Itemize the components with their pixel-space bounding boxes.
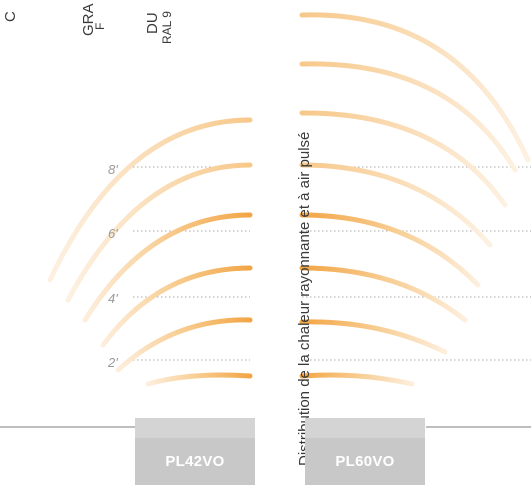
right-arc-1 [299,372,415,387]
right-arc-3 [299,265,468,323]
diagram-title: Distribution de la chaleur rayonnante et… [296,131,313,466]
left-arc-6 [47,117,253,283]
right-arc-7 [299,61,518,173]
height-label-4: 4' [108,291,118,306]
unit-cap-pl60vo [305,418,425,438]
unit-cap-pl42vo [135,418,255,438]
right-arc-2 [299,319,448,355]
unit-pl60vo: PL60VO [305,438,425,485]
height-label-6: 6' [108,226,118,241]
right-arc-5 [299,162,493,248]
left-arc-2 [115,317,253,373]
unit-pl42vo: PL42VO [135,438,255,485]
left-arc-4 [82,212,253,323]
right-arc-8 [299,12,531,163]
left-arc-5 [65,162,253,303]
height-label-2: 2' [108,355,118,370]
left-arc-1 [145,372,253,387]
left-arc-3 [100,265,253,348]
right-arc-4 [299,212,481,288]
height-label-8: 8' [108,162,118,177]
right-arc-6 [299,110,508,208]
